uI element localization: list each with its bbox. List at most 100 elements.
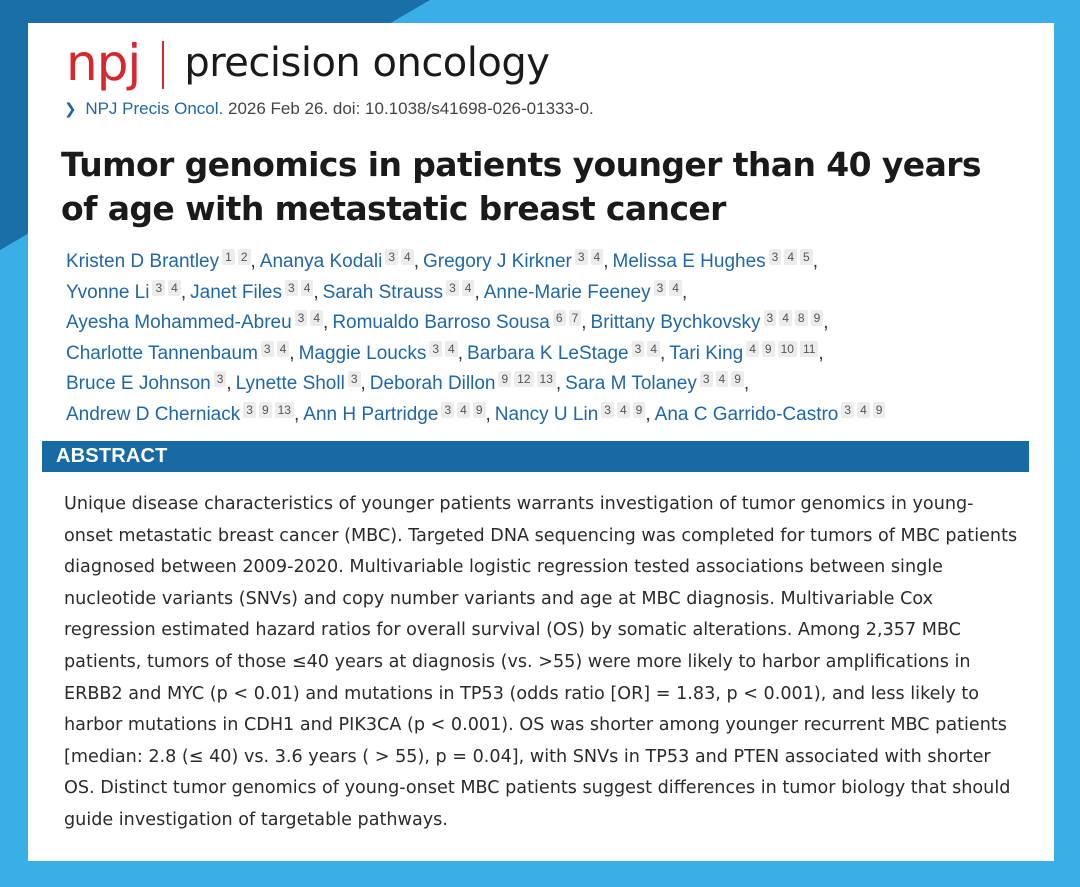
author-link[interactable]: Brittany Bychkovsky: [590, 312, 761, 333]
journal-logo[interactable]: npj precision oncology: [66, 33, 550, 93]
author-separator: ,: [289, 342, 295, 364]
affiliation-badge[interactable]: 4: [457, 401, 470, 418]
affiliation-badge[interactable]: 7: [568, 310, 582, 326]
author-link[interactable]: Nancy U Lin: [494, 403, 599, 425]
author-link[interactable]: Ana C Garrido-Castro: [654, 403, 839, 425]
author-link[interactable]: Lynette Sholl: [235, 373, 345, 394]
affiliation-badge[interactable]: 4: [310, 310, 324, 326]
author-separator: ,: [555, 373, 562, 394]
affiliation-badge[interactable]: 4: [300, 279, 314, 296]
author-link[interactable]: Bruce E Johnson: [66, 373, 211, 394]
affiliation-badge[interactable]: 4: [168, 279, 181, 296]
author-separator: ,: [812, 251, 818, 272]
journal-logo-npj: npj: [66, 34, 141, 92]
author-separator: ,: [180, 281, 187, 303]
affiliation-badge[interactable]: 5: [800, 249, 813, 265]
affiliation-badge[interactable]: 3: [768, 249, 782, 265]
affiliation-badge[interactable]: 4: [715, 371, 729, 387]
affiliation-badge[interactable]: 13: [536, 371, 556, 387]
affiliation-badge[interactable]: 9: [498, 371, 512, 387]
author-separator: ,: [360, 373, 366, 394]
affiliation-badge[interactable]: 3: [213, 371, 227, 387]
author-link[interactable]: Ann H Partridge: [303, 403, 439, 425]
affiliation-badge[interactable]: 4: [276, 340, 290, 357]
affiliation-badge[interactable]: 3: [152, 279, 166, 296]
author-separator: ,: [226, 373, 232, 394]
author-line: Bruce E Johnson 3, Lynette Sholl 3, Deborah …: [66, 369, 1046, 400]
affiliation-badge[interactable]: 3: [763, 310, 777, 326]
abstract-heading: ABSTRACT: [42, 441, 1029, 472]
affiliation-badge[interactable]: 4: [857, 401, 870, 418]
author-link[interactable]: Ayesha Mohammed-Abreu: [66, 312, 292, 333]
affiliation-badge[interactable]: 4: [647, 340, 661, 357]
affiliation-badge[interactable]: 10: [777, 340, 797, 357]
author-link[interactable]: Anne-Marie Feeney: [483, 281, 651, 303]
affiliation-badge[interactable]: 4: [616, 401, 630, 418]
affiliation-badge[interactable]: 4: [461, 279, 475, 296]
affiliation-badge[interactable]: 3: [631, 340, 645, 357]
affiliation-badge[interactable]: 6: [552, 310, 566, 326]
affiliation-badge[interactable]: 8: [794, 310, 808, 326]
affiliation-badge[interactable]: 4: [746, 340, 759, 357]
affiliation-badge[interactable]: 2: [237, 249, 251, 265]
affiliation-badge[interactable]: 9: [472, 401, 486, 418]
affiliation-badge[interactable]: 3: [243, 401, 256, 418]
affiliation-badge[interactable]: 9: [810, 310, 824, 326]
affiliation-badge[interactable]: 4: [669, 279, 682, 296]
author-separator: ,: [681, 281, 688, 303]
author-link[interactable]: Sarah Strauss: [322, 281, 444, 303]
affiliation-badge[interactable]: 1: [222, 249, 235, 265]
affiliation-badge[interactable]: 4: [401, 249, 414, 265]
affiliation-badge[interactable]: 13: [274, 401, 294, 418]
author-line: Yvonne Li 3 4, Janet Files 3 4, Sarah Strauss 3…: [66, 278, 1046, 309]
article-card: npj precision oncology ❯ NPJ Precis Onco…: [28, 23, 1054, 861]
affiliation-badge[interactable]: 11: [799, 340, 819, 357]
article-title: Tumor genomics in patients younger than …: [61, 145, 982, 228]
author-link[interactable]: Maggie Loucks: [298, 342, 427, 364]
author-link[interactable]: Melissa E Hughes: [612, 251, 766, 272]
author-link[interactable]: Kristen D Brantley: [66, 251, 220, 272]
author-link[interactable]: Romualdo Barroso Sousa: [332, 312, 550, 333]
affiliation-badge[interactable]: 3: [653, 279, 667, 296]
author-link[interactable]: Barbara K LeStage: [467, 342, 629, 364]
affiliation-badge[interactable]: 9: [731, 371, 744, 387]
affiliation-badge[interactable]: 3: [347, 371, 361, 387]
affiliation-badge[interactable]: 9: [761, 340, 775, 357]
author-link[interactable]: Deborah Dillon: [369, 373, 496, 394]
affiliation-badge[interactable]: 4: [779, 310, 792, 326]
author-link[interactable]: Andrew D Cherniack: [66, 403, 241, 425]
affiliation-badge[interactable]: 3: [285, 279, 298, 296]
affiliation-badge[interactable]: 3: [841, 401, 855, 418]
affiliation-badge[interactable]: 4: [590, 249, 604, 265]
citation-details: 2026 Feb 26. doi: 10.1038/s41698-026-013…: [227, 99, 594, 118]
author-line: Ayesha Mohammed-Abreu 3 4, Romualdo Barroso…: [66, 308, 1046, 339]
affiliation-badge[interactable]: 4: [784, 249, 798, 265]
author-separator: ,: [457, 342, 464, 364]
affiliation-badge[interactable]: 3: [441, 401, 455, 418]
affiliation-badge[interactable]: 9: [632, 401, 646, 418]
affiliation-badge[interactable]: 3: [446, 279, 459, 296]
author-link[interactable]: Yvonne Li: [66, 281, 150, 303]
affiliation-badge[interactable]: 9: [872, 401, 886, 418]
affiliation-badge[interactable]: 3: [260, 340, 274, 357]
author-separator: ,: [660, 342, 666, 364]
affiliation-badge[interactable]: 4: [445, 340, 458, 357]
author-link[interactable]: Ananya Kodali: [259, 251, 383, 272]
author-separator: ,: [818, 342, 824, 364]
citation-line: ❯ NPJ Precis Oncol. 2026 Feb 26. doi: 10…: [64, 99, 594, 119]
affiliation-badge[interactable]: 3: [699, 371, 713, 387]
affiliation-badge[interactable]: 9: [258, 401, 272, 418]
author-link[interactable]: Tari King: [669, 342, 744, 364]
affiliation-badge[interactable]: 3: [294, 310, 308, 326]
affiliation-badge[interactable]: 3: [574, 249, 588, 265]
author-link[interactable]: Gregory J Kirkner: [422, 251, 572, 272]
author-link[interactable]: Sara M Tolaney: [565, 373, 697, 394]
affiliation-badge[interactable]: 3: [385, 249, 399, 265]
journal-link[interactable]: NPJ Precis Oncol.: [85, 99, 224, 118]
affiliation-badge[interactable]: 3: [429, 340, 443, 357]
affiliation-badge[interactable]: 3: [601, 401, 614, 418]
author-link[interactable]: Janet Files: [190, 281, 282, 303]
affiliation-badge[interactable]: 12: [514, 371, 534, 387]
author-link[interactable]: Charlotte Tannenbaum: [66, 342, 258, 364]
author-line: Andrew D Cherniack 3 9 13, Ann H Partridge 3 4…: [66, 400, 1046, 431]
